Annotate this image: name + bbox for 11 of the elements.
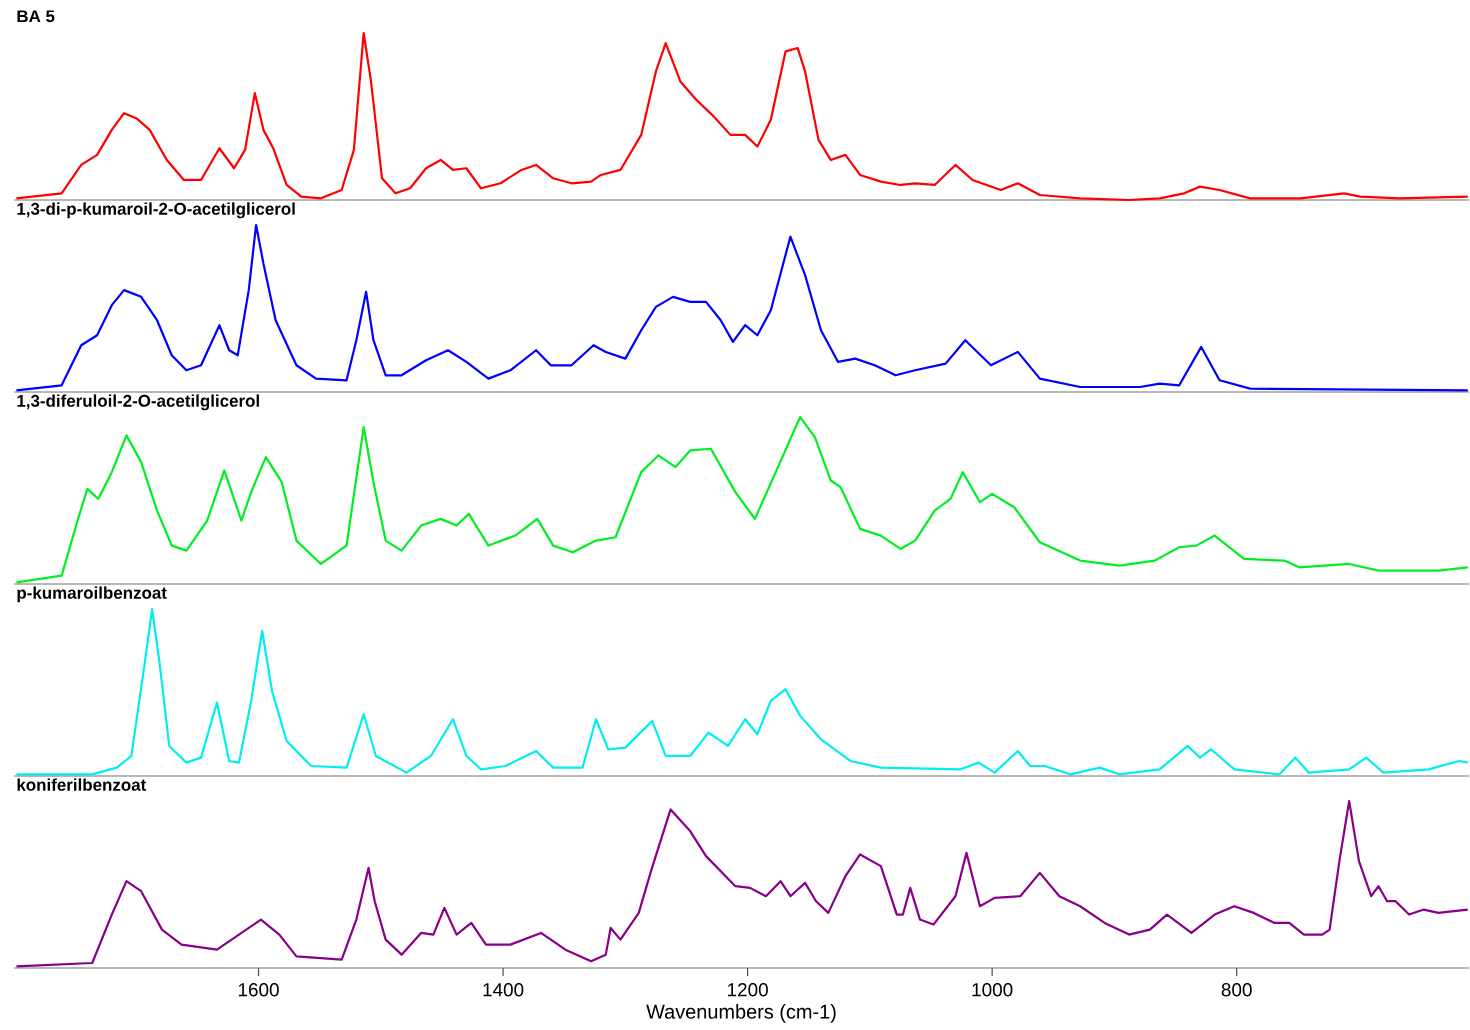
x-tick-label: 1600 [238,983,279,997]
x-tick-label: 1400 [483,983,524,997]
x-tick-label: 1200 [727,983,768,997]
x-axis-title: Wavenumbers (cm-1) [646,1004,836,1023]
chart-title: 1,3-diferuloil-2-O-acetilglicerol [17,394,259,411]
x-tick-label: 800 [1221,983,1252,997]
chart-title: p-kumaroilbenzoat [17,586,167,603]
chart-title: koniferilbenzoat [17,778,147,791]
chart-title: 1,3-di-p-kumaroil-2-O-acetilglicerol [17,202,295,219]
chart-title: BA 5 [17,10,55,23]
x-tick-label: 1000 [972,983,1013,997]
